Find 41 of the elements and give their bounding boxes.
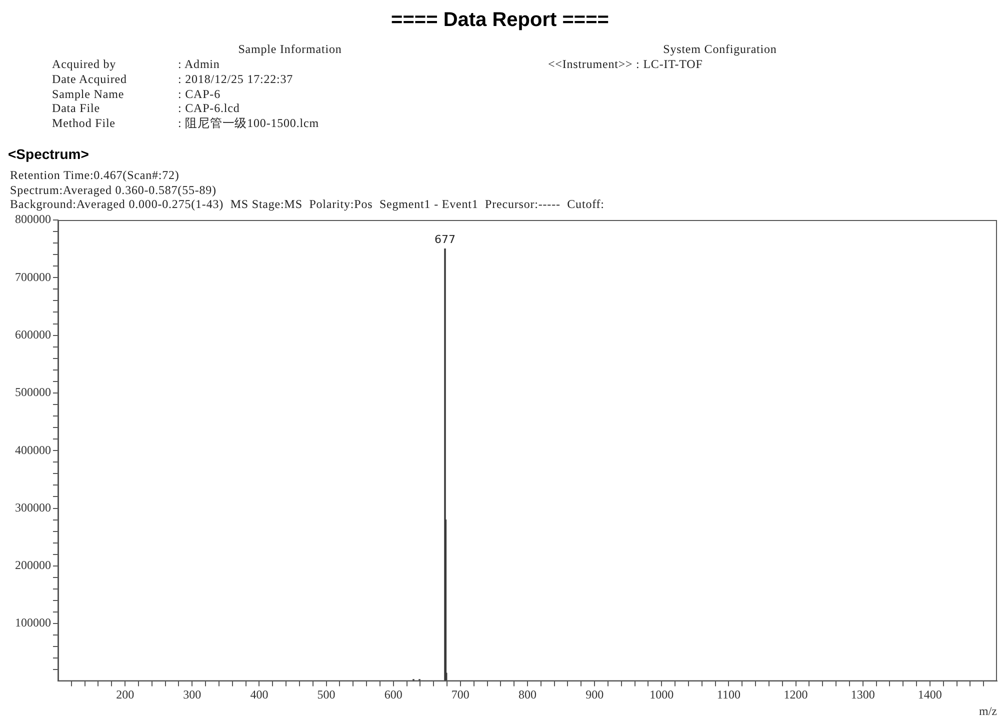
y-tick-label: 300000: [15, 500, 51, 514]
text: : Admin: [178, 57, 220, 71]
text: Acquired by: [52, 57, 116, 71]
y-tick-label: 800000: [15, 212, 51, 226]
x-tick-label: 1400: [918, 688, 942, 702]
x-tick-label: 400: [250, 688, 268, 702]
text: Spectrum:Averaged 0.360-0.587(55-89): [10, 183, 216, 197]
text: <Spectrum>: [8, 146, 89, 162]
text: Date Acquired: [52, 72, 127, 86]
text: : 2018/12/25 17:22:37: [178, 72, 294, 86]
chart-title: ==== Data Report ====: [390, 8, 610, 32]
x-tick-label: 900: [586, 688, 604, 702]
annotation: 677: [434, 233, 456, 246]
text: : CAP-6.lcd: [178, 101, 240, 115]
x-tick-label: 800: [518, 688, 536, 702]
text: Sample Information: [237, 42, 343, 56]
x-tick-label: 600: [384, 688, 402, 702]
y-tick-label: 500000: [15, 385, 51, 400]
text: Retention Time:0.467(Scan#:72): [10, 168, 180, 182]
text: System Configuration: [662, 42, 778, 56]
y-tick-label: 100000: [15, 616, 51, 630]
x-tick-label: 1100: [716, 688, 740, 702]
y-tick-label: 200000: [15, 558, 51, 572]
y-tick-label: 600000: [15, 327, 51, 342]
x-tick-label: 1200: [784, 688, 808, 702]
x-axis-title: m/z: [979, 704, 997, 718]
text: Method File: [52, 116, 116, 130]
x-tick-label: 500: [317, 688, 336, 702]
x-tick-label: 1300: [850, 688, 875, 702]
y-tick-label: 700000: [15, 270, 51, 284]
text: : CAP-6: [178, 87, 220, 101]
x-tick-label: 700: [451, 688, 470, 702]
x-tick-label: 200: [116, 688, 134, 702]
y-tick-label: 400000: [15, 442, 51, 457]
text: Data File: [52, 101, 100, 115]
x-tick-label: 1000: [650, 688, 674, 702]
text: Background:Averaged 0.000-0.275(1-43) MS Stage:MS Polarity:Pos Segment1 - Event1 Precursor:----- Cutoff:: [10, 197, 604, 211]
x-tick-label: 300: [183, 688, 202, 702]
text: : 阻尼管一级100-1500.lcm: [178, 116, 319, 130]
text: Sample Name: [52, 87, 124, 101]
text: <<Instrument>> : LC-IT-TOF: [548, 57, 703, 71]
